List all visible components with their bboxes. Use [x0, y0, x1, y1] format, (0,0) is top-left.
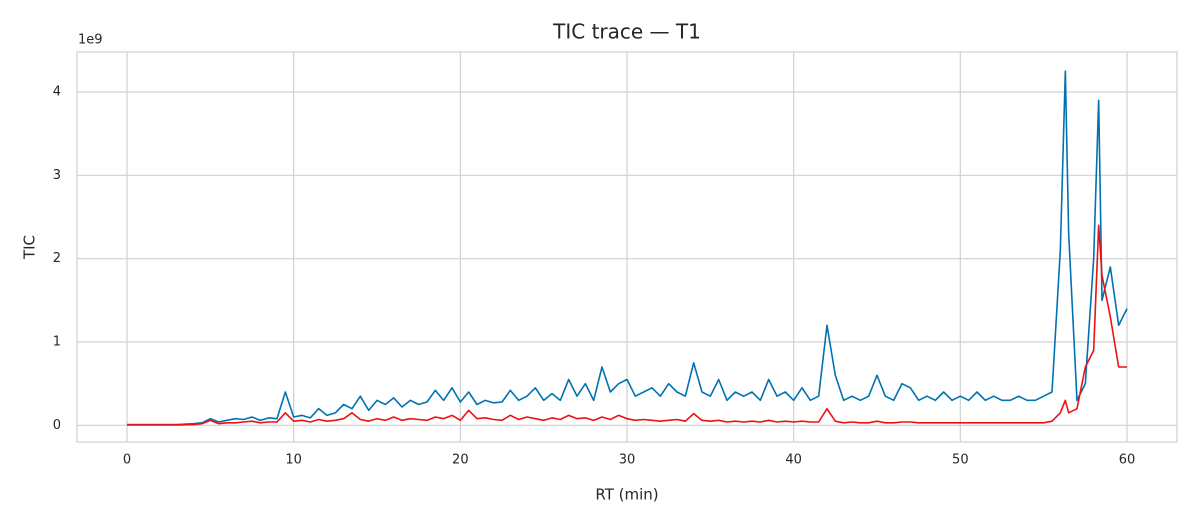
plot-frame: [76, 51, 1178, 443]
y-tick-label: 2: [53, 251, 61, 266]
x-tick-label: 30: [619, 453, 636, 468]
x-tick-label: 20: [452, 453, 469, 468]
series-line: [127, 70, 1128, 426]
chart-title: TIC trace — T1: [552, 20, 701, 44]
y-axis-label: TIC: [21, 235, 39, 260]
x-tick-label: 10: [285, 453, 302, 468]
x-tick-label: 40: [785, 453, 802, 468]
x-tick-label: 50: [952, 453, 969, 468]
series-line: [127, 224, 1127, 426]
x-tick-label: 60: [1119, 453, 1136, 468]
y-tick-label: 3: [53, 168, 61, 183]
y-tick-label: 0: [53, 418, 61, 433]
x-axis-label: RT (min): [595, 486, 658, 504]
y-tick-label: 1: [53, 335, 61, 350]
y-offset-label: 1e9: [78, 33, 103, 48]
x-tick-label: 0: [123, 453, 131, 468]
y-tick-label: 4: [53, 85, 61, 100]
